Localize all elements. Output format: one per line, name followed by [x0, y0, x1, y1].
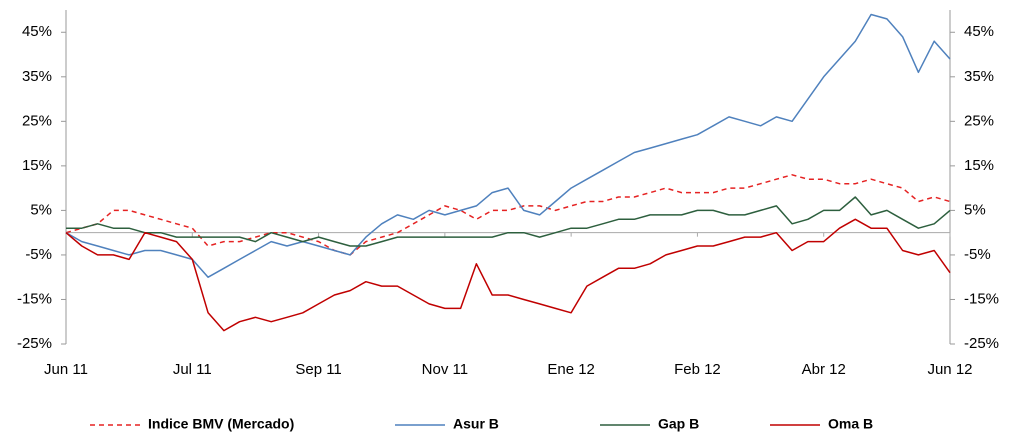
x-tick-label: Jul 11	[173, 361, 212, 378]
y2-tick-label: 35%	[964, 68, 994, 85]
y-tick-label: 5%	[30, 201, 52, 218]
y-tick-label: 45%	[22, 23, 52, 40]
series-line	[66, 196, 951, 247]
y-tick-label: 25%	[22, 112, 52, 129]
legend-label: Asur B	[453, 416, 499, 432]
x-tick-label: Jun 12	[927, 361, 972, 378]
y2-tick-label: -5%	[964, 246, 991, 263]
x-tick-label: Sep 11	[295, 361, 341, 378]
y-tick-label: -15%	[17, 290, 52, 307]
series-line	[65, 174, 951, 256]
y2-tick-label: 5%	[964, 201, 986, 218]
y2-tick-label: -25%	[964, 335, 999, 352]
legend-label: Indice BMV (Mercado)	[148, 416, 294, 432]
y2-tick-label: 45%	[964, 23, 994, 40]
x-tick-label: Abr 12	[802, 361, 846, 378]
x-tick-label: Jun 11	[44, 361, 88, 378]
y-tick-label: 35%	[22, 68, 52, 85]
legend-label: Oma B	[828, 416, 873, 432]
y-tick-label: -25%	[17, 335, 52, 352]
y-tick-label: -5%	[25, 246, 52, 263]
legend-label: Gap B	[658, 416, 699, 432]
y2-tick-label: 25%	[964, 112, 994, 129]
series-line	[65, 13, 951, 278]
x-tick-label: Nov 11	[422, 361, 468, 378]
y-tick-label: 15%	[22, 157, 52, 174]
series-line	[65, 218, 951, 332]
x-tick-label: Feb 12	[674, 361, 721, 378]
y2-tick-label: 15%	[964, 157, 994, 174]
y2-tick-label: -15%	[964, 290, 999, 307]
x-tick-label: Ene 12	[547, 361, 595, 378]
